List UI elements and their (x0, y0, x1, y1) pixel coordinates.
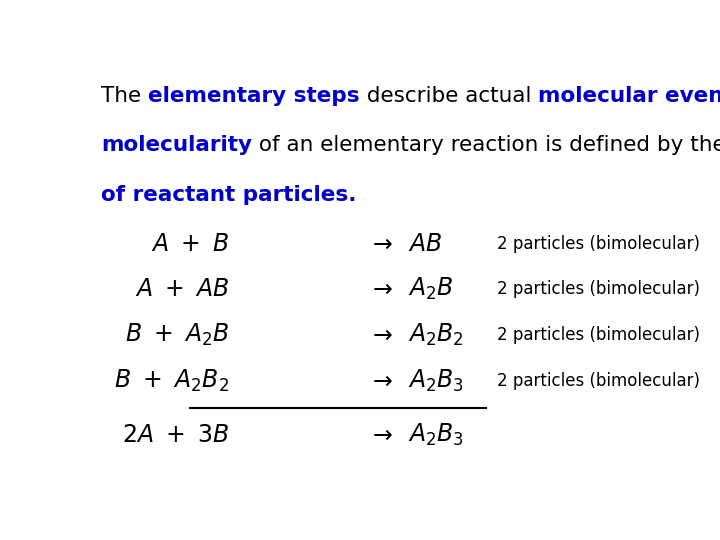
Text: elementary steps: elementary steps (148, 85, 360, 106)
Text: $\rightarrow$: $\rightarrow$ (367, 232, 393, 255)
Text: 2 particles (bimolecular): 2 particles (bimolecular) (498, 372, 701, 390)
Text: $A\ +\ AB$: $A\ +\ AB$ (135, 278, 230, 301)
Text: The: The (101, 85, 148, 106)
Text: $\rightarrow$: $\rightarrow$ (367, 423, 393, 447)
Text: $\rightarrow$: $\rightarrow$ (367, 323, 393, 347)
Text: $AB$: $AB$ (408, 232, 442, 255)
Text: molecularity: molecularity (101, 136, 252, 156)
Text: $\rightarrow$: $\rightarrow$ (367, 369, 393, 393)
Text: $\rightarrow$: $\rightarrow$ (367, 278, 393, 301)
Text: describe actual: describe actual (360, 85, 538, 106)
Text: 2 particles (bimolecular): 2 particles (bimolecular) (498, 326, 701, 344)
Text: $A_2B$: $A_2B$ (408, 276, 454, 302)
Text: $B\ +\ A_2B$: $B\ +\ A_2B$ (125, 322, 230, 348)
Text: $A_2B_2$: $A_2B_2$ (408, 322, 464, 348)
Text: $2A\ +\ 3B$: $2A\ +\ 3B$ (122, 423, 230, 447)
Text: of an elementary reaction is defined by the: of an elementary reaction is defined by … (252, 136, 720, 156)
Text: $A_2B_3$: $A_2B_3$ (408, 368, 464, 394)
Text: 2 particles (bimolecular): 2 particles (bimolecular) (498, 280, 701, 298)
Text: 2 particles (bimolecular): 2 particles (bimolecular) (498, 234, 701, 253)
Text: $B\ +\ A_2B_2$: $B\ +\ A_2B_2$ (114, 368, 230, 394)
Text: molecular events: molecular events (538, 85, 720, 106)
Text: $A_2B_3$: $A_2B_3$ (408, 422, 464, 448)
Text: of reactant particles.: of reactant particles. (101, 185, 356, 205)
Text: $A\ +\ B$: $A\ +\ B$ (151, 232, 230, 255)
